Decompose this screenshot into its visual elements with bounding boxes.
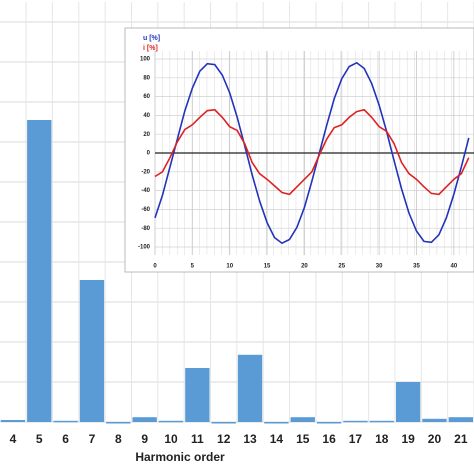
x-tick-label: 9 xyxy=(141,432,148,446)
x-tick-label: 6 xyxy=(62,432,69,446)
series-line xyxy=(154,108,470,196)
y-tick-label: -40 xyxy=(141,188,150,194)
x-tick-label: 4 xyxy=(10,432,17,446)
x-tick-label: 8 xyxy=(115,432,122,446)
x-tick-label: 25 xyxy=(338,264,345,270)
x-tick-label: 5 xyxy=(191,264,195,270)
bar xyxy=(158,420,184,423)
bar xyxy=(448,417,473,422)
x-tick-label: 18 xyxy=(375,432,389,446)
y-tick-label: 20 xyxy=(143,132,150,138)
bar xyxy=(132,417,157,422)
bar xyxy=(27,120,52,422)
x-tick-label: 20 xyxy=(428,432,442,446)
x-tick-label: 19 xyxy=(401,432,415,446)
bar xyxy=(264,422,289,424)
y-tick-label: -80 xyxy=(141,226,150,232)
y-tick-label: -100 xyxy=(138,245,151,251)
bar xyxy=(422,418,447,422)
y-tick-label: 0 xyxy=(147,151,151,157)
x-axis-title: Harmonic order xyxy=(135,450,225,464)
y-tick-label: -60 xyxy=(141,207,150,213)
bar xyxy=(369,420,394,423)
y-tick-label: 40 xyxy=(143,113,150,119)
bar xyxy=(290,417,315,422)
bar xyxy=(211,422,236,424)
legend-label: i [%] xyxy=(143,45,158,52)
x-tick-label: 35 xyxy=(413,264,420,270)
bar xyxy=(53,420,78,423)
legend-label: u [%] xyxy=(143,35,160,42)
x-tick-label: 30 xyxy=(376,264,383,270)
series-line xyxy=(154,61,470,245)
x-tick-label: 20 xyxy=(301,264,308,270)
bar xyxy=(79,280,105,422)
bar xyxy=(185,368,210,422)
x-tick-label: 10 xyxy=(164,432,178,446)
bar xyxy=(343,420,368,423)
x-tick-label: 5 xyxy=(36,432,43,446)
bar xyxy=(316,422,342,424)
x-tick-label: 7 xyxy=(89,432,96,446)
x-tick-label: 11 xyxy=(191,432,204,446)
x-tick-label: 13 xyxy=(243,432,257,446)
y-tick-label: 80 xyxy=(143,75,150,81)
y-tick-label: -20 xyxy=(141,169,150,175)
x-tick-label: 17 xyxy=(349,432,363,446)
x-tick-label: 10 xyxy=(226,264,233,270)
x-tick-label: 0 xyxy=(153,264,157,270)
x-tick-label: 40 xyxy=(450,264,457,270)
x-tick-label: 16 xyxy=(322,432,336,446)
x-tick-label: 12 xyxy=(217,432,231,446)
bar xyxy=(395,382,421,422)
y-tick-label: 100 xyxy=(140,57,151,63)
x-tick-label: 15 xyxy=(264,264,271,270)
x-tick-label: 21 xyxy=(454,432,468,446)
bar xyxy=(237,354,263,422)
bar xyxy=(0,420,26,422)
y-tick-label: 60 xyxy=(143,94,150,100)
bar xyxy=(106,422,131,424)
x-tick-label: 14 xyxy=(270,432,284,446)
x-tick-label: 15 xyxy=(296,432,310,446)
